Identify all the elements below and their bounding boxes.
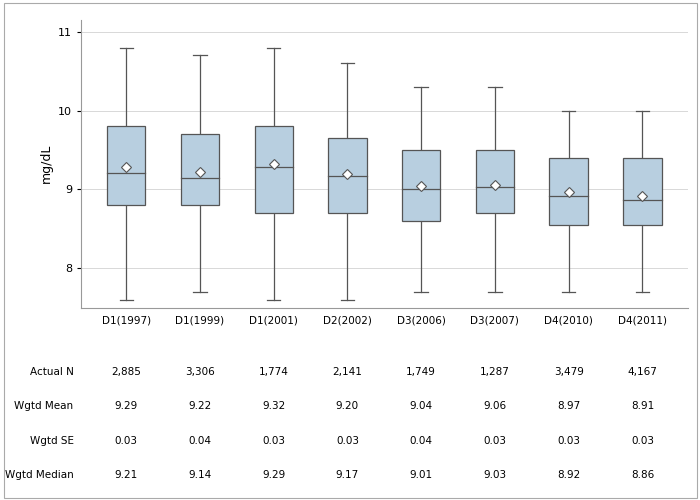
Text: 9.17: 9.17 xyxy=(336,470,359,480)
Bar xyxy=(328,138,367,213)
Text: 2,885: 2,885 xyxy=(111,366,141,376)
Text: D3(2007): D3(2007) xyxy=(470,315,519,325)
Text: 9.20: 9.20 xyxy=(336,401,359,411)
Text: D3(2006): D3(2006) xyxy=(397,315,446,325)
Text: 0.03: 0.03 xyxy=(557,436,580,446)
Y-axis label: mg/dL: mg/dL xyxy=(40,144,52,184)
Text: D2(2002): D2(2002) xyxy=(323,315,372,325)
Text: 1,774: 1,774 xyxy=(259,366,288,376)
Text: 0.03: 0.03 xyxy=(336,436,359,446)
Text: 9.29: 9.29 xyxy=(115,401,138,411)
Text: 9.06: 9.06 xyxy=(483,401,507,411)
Text: Actual N: Actual N xyxy=(29,366,74,376)
Text: 0.03: 0.03 xyxy=(484,436,506,446)
Text: 8.92: 8.92 xyxy=(557,470,580,480)
Bar xyxy=(623,158,662,225)
Text: 9.03: 9.03 xyxy=(483,470,507,480)
Text: 9.14: 9.14 xyxy=(188,470,211,480)
Bar xyxy=(550,158,588,225)
Bar xyxy=(402,150,440,221)
Text: 0.03: 0.03 xyxy=(631,436,654,446)
Text: 9.29: 9.29 xyxy=(262,470,286,480)
Bar xyxy=(255,126,293,213)
Text: 8.97: 8.97 xyxy=(557,401,580,411)
Text: Wgtd Mean: Wgtd Mean xyxy=(15,401,74,411)
Text: 8.86: 8.86 xyxy=(631,470,654,480)
Text: 9.04: 9.04 xyxy=(410,401,433,411)
Text: 9.22: 9.22 xyxy=(188,401,211,411)
Text: 9.21: 9.21 xyxy=(115,470,138,480)
Text: 3,479: 3,479 xyxy=(554,366,584,376)
Text: 1,287: 1,287 xyxy=(480,366,510,376)
Text: 0.03: 0.03 xyxy=(115,436,138,446)
Text: 8.91: 8.91 xyxy=(631,401,654,411)
Text: D1(1999): D1(1999) xyxy=(176,315,225,325)
Text: 0.04: 0.04 xyxy=(410,436,433,446)
Text: 3,306: 3,306 xyxy=(185,366,215,376)
Text: 9.01: 9.01 xyxy=(410,470,433,480)
Bar xyxy=(476,150,514,213)
Bar xyxy=(107,126,146,205)
Text: 4,167: 4,167 xyxy=(627,366,657,376)
Text: 9.32: 9.32 xyxy=(262,401,286,411)
Text: Wgtd SE: Wgtd SE xyxy=(29,436,74,446)
Text: 0.03: 0.03 xyxy=(262,436,285,446)
Bar xyxy=(181,134,219,205)
Text: D1(2001): D1(2001) xyxy=(249,315,298,325)
Text: D4(2010): D4(2010) xyxy=(544,315,593,325)
Text: D4(2011): D4(2011) xyxy=(618,315,667,325)
Text: 1,749: 1,749 xyxy=(406,366,436,376)
Text: Wgtd Median: Wgtd Median xyxy=(5,470,74,480)
Text: 2,141: 2,141 xyxy=(332,366,363,376)
Text: D1(1997): D1(1997) xyxy=(102,315,150,325)
Text: 0.04: 0.04 xyxy=(188,436,211,446)
